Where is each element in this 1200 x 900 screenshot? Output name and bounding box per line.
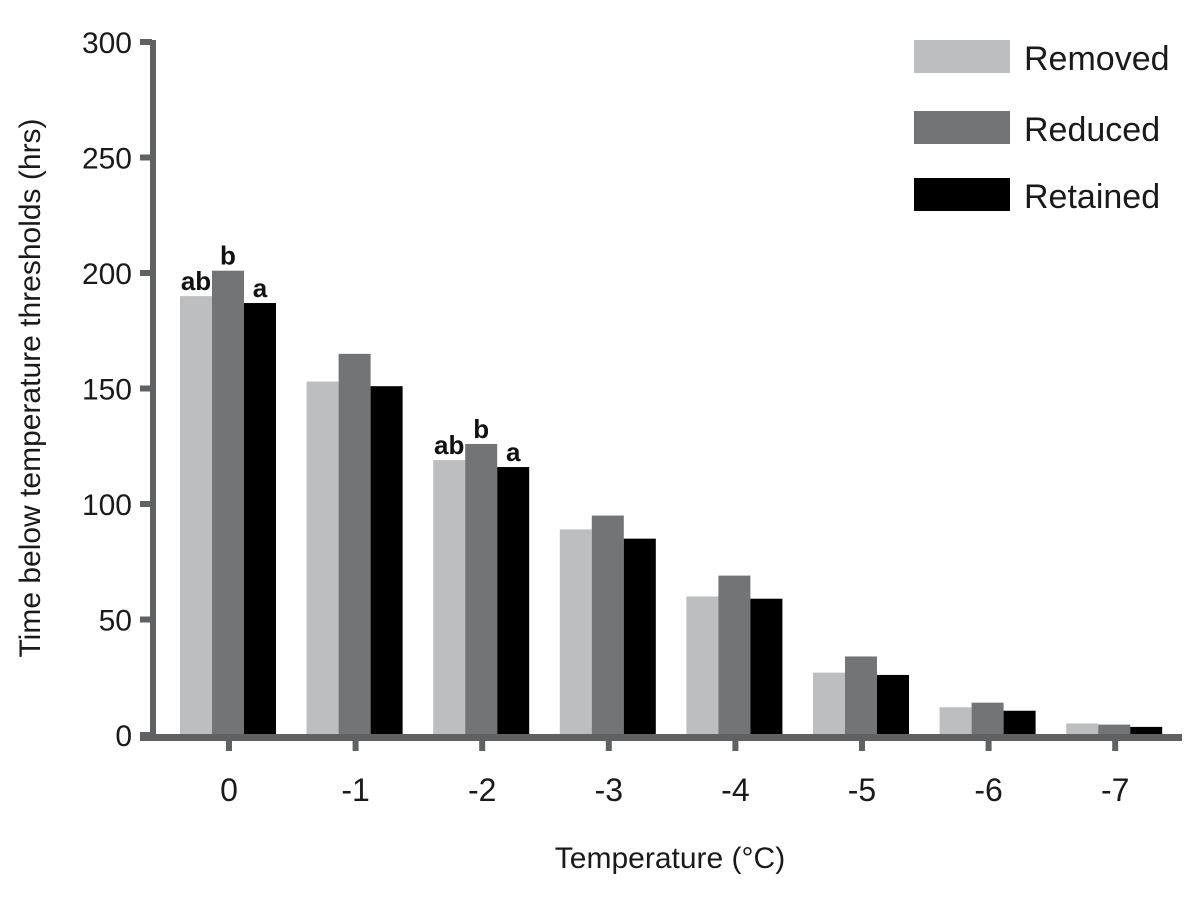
x-tick-label: -4	[721, 772, 749, 808]
y-tick-label: 150	[82, 374, 132, 407]
x-axis-title: Temperature (°C)	[555, 842, 785, 875]
bar-retained	[1003, 710, 1036, 735]
significance-letter: a	[506, 437, 521, 467]
legend-swatch	[914, 178, 1010, 211]
legend-item: Removed	[914, 40, 1170, 78]
bar-retained	[623, 538, 656, 735]
x-tick	[985, 739, 992, 751]
bar-reduced	[212, 270, 244, 735]
bar-removed	[433, 460, 466, 735]
bar-reduced	[971, 702, 1004, 735]
x-tick	[605, 739, 612, 751]
y-axis-title: Time below temperature thresholds (hrs)	[14, 118, 47, 657]
x-tick-label: -1	[341, 772, 369, 808]
x-tick	[732, 739, 739, 751]
bar-retained	[497, 467, 530, 735]
legend-item: Retained	[914, 178, 1160, 216]
legend: Removed Reduced Retained	[914, 40, 1170, 216]
x-tick	[479, 739, 486, 751]
bar-group	[559, 515, 656, 735]
x-tick	[1112, 739, 1119, 751]
x-tick-label: -6	[974, 772, 1002, 808]
bar-removed	[306, 381, 339, 735]
legend-swatch	[914, 40, 1010, 73]
legend-label: Reduced	[1024, 111, 1160, 149]
y-axis-line	[150, 40, 156, 741]
y-tick-label: 0	[115, 720, 132, 753]
bar-reduced	[1098, 724, 1131, 735]
bar-retained	[244, 303, 276, 735]
bar-group	[306, 353, 403, 735]
bar-retained	[877, 674, 909, 735]
x-tick	[859, 739, 865, 751]
bar-group	[686, 575, 783, 735]
bars-layer	[180, 270, 1163, 735]
bar-reduced	[718, 575, 751, 735]
legend-label: Retained	[1024, 178, 1160, 216]
y-tick	[140, 501, 152, 507]
x-tick-label: 0	[220, 772, 238, 808]
x-axis: 0 -1 -2 -3 -4 -5 -6 -7	[140, 734, 1182, 808]
bar-group	[939, 702, 1036, 735]
y-tick	[140, 39, 152, 45]
bar-reduced	[591, 515, 624, 735]
bar-group	[813, 656, 909, 735]
x-tick	[352, 739, 359, 751]
bar-removed	[813, 672, 845, 735]
bar-reduced	[338, 353, 371, 735]
bar-retained	[750, 598, 783, 735]
x-tick	[226, 739, 232, 751]
x-tick-label: -3	[595, 772, 623, 808]
bar-removed	[1066, 723, 1099, 735]
legend-label: Removed	[1024, 40, 1170, 78]
y-axis: 0 50 100 150 200 250 300	[82, 27, 156, 753]
legend-swatch	[914, 111, 1010, 144]
bar-removed	[180, 296, 212, 735]
x-tick-label: -2	[468, 772, 496, 808]
x-tick-label: -5	[848, 772, 876, 808]
bar-reduced	[465, 443, 498, 735]
y-tick	[140, 616, 152, 623]
significance-letter: ab	[434, 430, 464, 460]
bar-removed	[559, 529, 592, 735]
bar-removed	[686, 596, 719, 735]
bar-group	[433, 443, 530, 735]
y-tick	[140, 270, 152, 276]
significance-letter: b	[220, 241, 236, 271]
y-tick	[140, 154, 152, 161]
y-tick-label: 50	[99, 605, 132, 638]
significance-letter: ab	[181, 266, 211, 296]
x-axis-line	[140, 734, 1182, 741]
x-tick-label: -7	[1101, 772, 1129, 808]
bar-group	[1066, 723, 1163, 735]
y-tick-label: 300	[82, 27, 132, 60]
legend-item: Reduced	[914, 111, 1160, 149]
bar-retained	[1130, 726, 1163, 735]
bar-retained	[370, 386, 403, 735]
bar-reduced	[845, 656, 877, 735]
y-tick-label: 250	[82, 143, 132, 176]
bar-removed	[939, 707, 972, 735]
bar-group	[180, 270, 276, 735]
significance-letter: a	[253, 273, 268, 303]
y-tick-label: 100	[82, 489, 132, 522]
significance-letter: b	[473, 414, 489, 444]
y-tick	[140, 385, 152, 392]
y-tick-label: 200	[82, 258, 132, 291]
